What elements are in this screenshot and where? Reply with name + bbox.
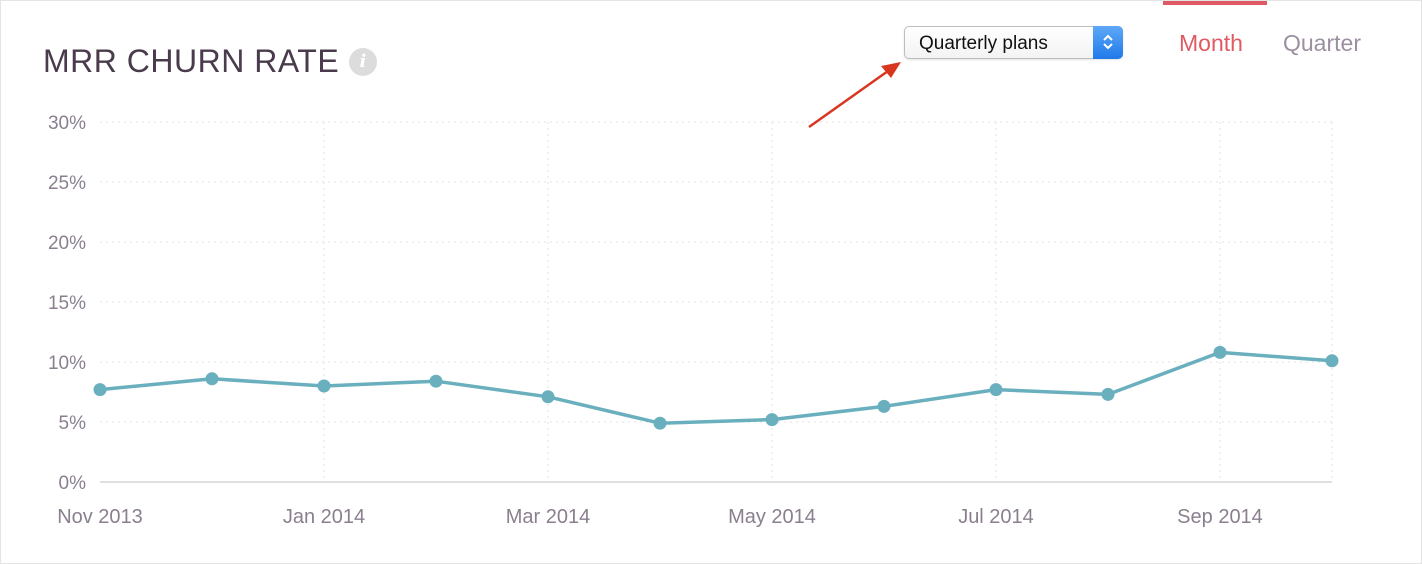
tab-quarter[interactable]: Quarter xyxy=(1283,30,1361,56)
y-tick-label: 25% xyxy=(48,173,86,194)
x-tick-label: Jan 2014 xyxy=(283,506,365,528)
x-tick-label: Nov 2013 xyxy=(57,506,143,528)
data-point xyxy=(1325,354,1339,368)
select-stepper-icon[interactable] xyxy=(1093,26,1123,59)
y-tick-label: 10% xyxy=(48,353,86,374)
y-tick-label: 20% xyxy=(48,233,86,254)
chart-title: MRR CHURN RATE i xyxy=(43,43,378,80)
x-tick-label: Mar 2014 xyxy=(506,506,591,528)
active-tab-indicator xyxy=(1163,1,1267,5)
data-point xyxy=(541,390,555,404)
annotation-arrow xyxy=(808,62,901,129)
y-tick-label: 5% xyxy=(59,413,87,434)
x-tick-label: Jul 2014 xyxy=(958,506,1034,528)
annotation-arrow-shaft xyxy=(808,69,889,129)
chart-title-text: MRR CHURN RATE xyxy=(43,43,340,79)
data-point xyxy=(653,416,667,430)
chart-grid xyxy=(100,121,1333,483)
series-layer xyxy=(93,345,1339,430)
info-icon[interactable]: i xyxy=(349,47,378,76)
data-point xyxy=(1213,345,1227,359)
tab-month[interactable]: Month xyxy=(1179,30,1243,56)
annotation-arrow-head xyxy=(881,62,901,78)
x-tick-label: Sep 2014 xyxy=(1177,506,1263,528)
y-tick-label: 15% xyxy=(48,293,86,314)
y-tick-label: 0% xyxy=(59,473,87,494)
data-point xyxy=(93,383,107,397)
x-axis: Nov 2013 Jan 2014 Mar 2014 May 2014 Jul 2014… xyxy=(57,506,1263,528)
x-tick-label: May 2014 xyxy=(728,506,816,528)
plan-type-select-value: Quarterly plans xyxy=(919,33,1048,54)
y-axis: 0% 5% 10% 15% 20% 25% 30% xyxy=(48,113,86,494)
data-point xyxy=(317,379,331,393)
data-point xyxy=(1101,387,1115,401)
data-point xyxy=(429,374,443,388)
series-line xyxy=(99,350,1333,425)
y-tick-label: 30% xyxy=(48,113,86,134)
plan-type-select[interactable]: Quarterly plans xyxy=(904,26,1123,59)
data-point xyxy=(205,372,219,386)
data-point xyxy=(877,399,891,413)
data-point xyxy=(765,413,779,427)
data-point xyxy=(989,383,1003,397)
